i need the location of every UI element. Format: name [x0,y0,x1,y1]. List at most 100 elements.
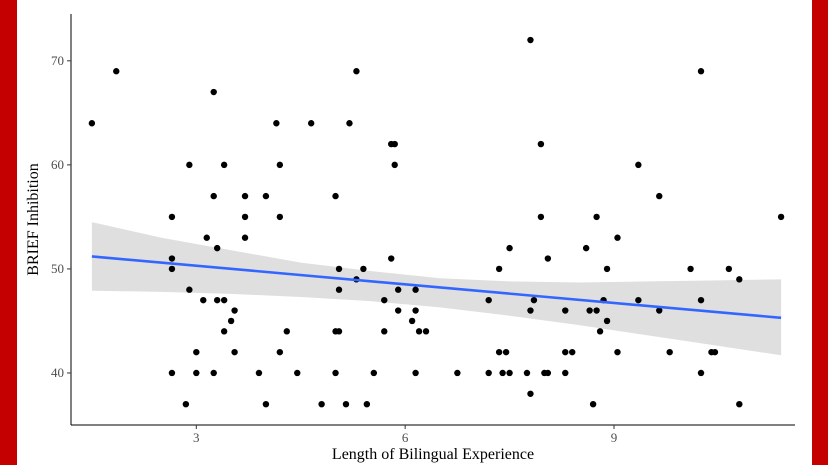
data-point [391,140,398,148]
data-point [276,348,284,356]
data-point [777,213,785,221]
data-point [422,328,430,335]
data-point [408,317,416,325]
data-point [168,265,176,273]
data-point [335,328,343,335]
data-point [342,400,350,408]
y-tick-label: 70 [51,53,64,68]
data-point [391,161,398,169]
data-point [168,255,176,262]
data-point [294,369,301,377]
data-point [544,255,552,262]
data-point [307,120,315,127]
data-point [666,348,673,356]
data-point [186,286,193,293]
data-point [318,400,325,408]
data-point [210,88,217,96]
data-point [203,234,210,241]
data-point [725,265,733,273]
data-point [697,68,705,75]
data-point [220,328,228,335]
data-point [193,369,200,377]
data-point [186,161,193,169]
data-point [530,296,538,304]
data-point [537,140,545,148]
x-tick-label: 3 [193,430,200,445]
data-point [412,286,419,293]
data-point [335,286,343,293]
data-point [381,296,388,304]
data-point [412,369,419,377]
chart-panel: 3 6 9 40 50 60 70 Length of Bilingual Experien… [17,0,812,465]
data-point [394,286,402,293]
data-point [736,400,743,408]
data-point [603,265,611,273]
data-point [388,255,395,262]
data-point [255,369,263,377]
data-point [596,328,604,335]
x-tick-label: 6 [402,430,409,445]
data-point [495,265,503,273]
y-tick-label: 60 [51,157,64,172]
data-point [506,369,513,377]
data-point [614,348,621,356]
data-point [220,296,228,304]
data-point [527,36,534,44]
x-tick-label: 9 [611,430,618,445]
data-point [363,400,371,408]
data-point [614,234,621,241]
data-point [200,296,207,304]
data-point [697,296,705,304]
y-tick-label: 40 [51,365,64,380]
data-point [527,307,534,314]
data-point [537,213,545,221]
data-point [593,307,600,314]
data-point [231,348,238,356]
data-point [635,296,642,304]
data-point [381,328,388,335]
data-point [485,369,492,377]
data-point [283,328,291,335]
data-point [241,213,249,221]
data-point [370,369,378,377]
x-axis-title: Length of Bilingual Experience [332,446,534,463]
data-point [193,348,200,356]
data-point [499,369,506,377]
data-point [332,192,339,200]
data-point [582,244,590,252]
data-point [262,400,270,408]
y-tick-label: 50 [51,261,64,276]
data-point [182,400,190,408]
data-point [495,348,503,356]
data-point [220,161,228,169]
data-point [210,369,217,377]
data-point [210,192,217,200]
data-point [394,307,402,314]
y-axis-title: BRIEF Inhibition [25,163,42,275]
data-point [273,120,280,127]
trend-line [91,255,782,320]
data-point [569,348,576,356]
data-point [360,265,367,273]
data-point [506,244,513,252]
data-point [415,328,423,335]
data-point [656,192,663,200]
data-point [523,369,531,377]
data-point [687,265,694,273]
data-point [697,369,705,377]
scatter-plot: 3 6 9 40 50 60 70 Length of Bilingual Experien… [25,14,795,463]
data-point [227,317,235,325]
confidence-band [91,222,782,356]
data-point [353,68,360,75]
data-point [276,161,284,169]
data-point [562,369,569,377]
data-point [589,400,597,408]
data-point [276,213,284,221]
data-point [562,348,569,356]
data-point [586,307,593,314]
data-point [241,234,249,241]
data-point [346,120,353,127]
data-point [231,307,238,314]
data-point [603,317,611,325]
